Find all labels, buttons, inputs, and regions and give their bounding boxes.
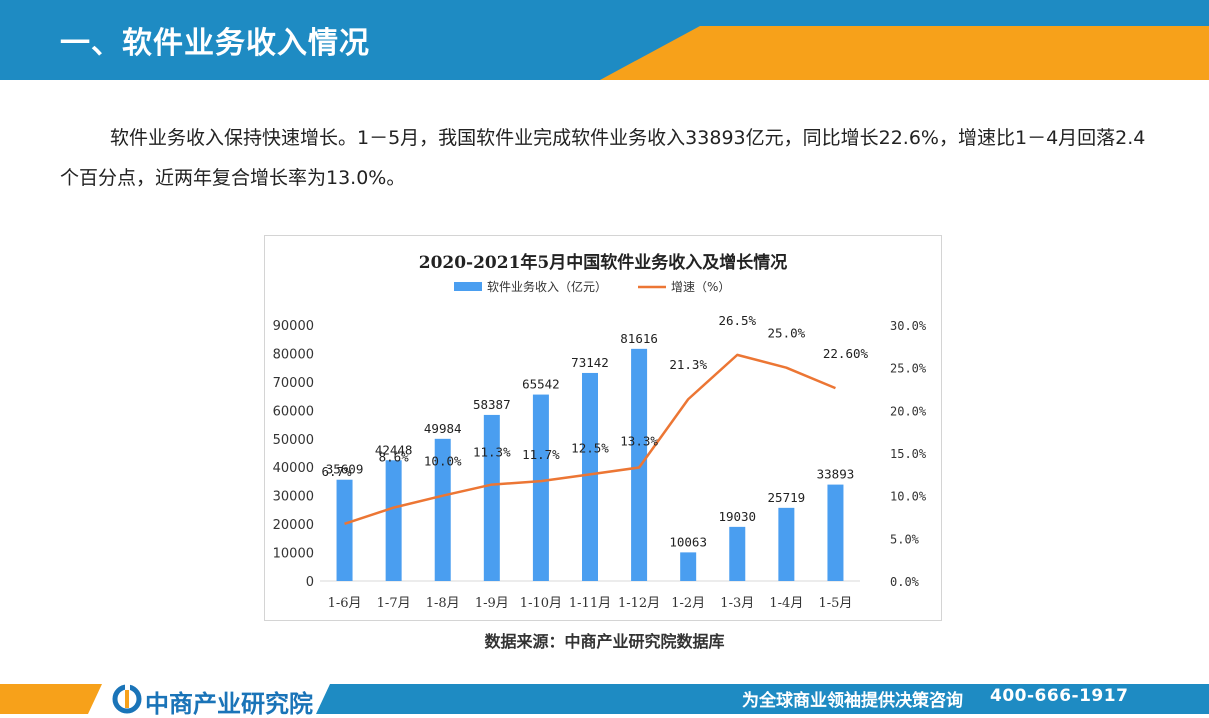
y-right-tick-label: 20.0%	[890, 404, 927, 418]
y-right-tick-label: 0.0%	[890, 575, 920, 589]
x-tick-label: 1-6月	[328, 596, 362, 611]
bar-value-label: 10063	[669, 534, 707, 549]
growth-value-label: 26.5%	[718, 313, 756, 328]
footer-slogan: 为全球商业领袖提供决策咨询	[742, 691, 963, 711]
bar-value-label: 19030	[718, 509, 756, 524]
x-tick-label: 1-8月	[426, 596, 460, 611]
legend-swatch-bar	[454, 282, 482, 291]
growth-value-label: 8.6%	[379, 450, 410, 465]
footer-band	[0, 680, 1209, 718]
bar	[778, 507, 795, 581]
x-tick-label: 1-5月	[818, 596, 852, 611]
x-tick-label: 1-12月	[618, 596, 660, 611]
growth-value-label: 13.3%	[620, 434, 658, 449]
intro-paragraph: 软件业务收入保持快速增长。1－5月，我国软件业完成软件业务收入33893亿元，同…	[60, 127, 1146, 189]
y-left-tick-label: 50000	[273, 433, 314, 448]
y-right-tick-label: 25.0%	[890, 362, 927, 376]
growth-value-label: 22.60%	[823, 346, 869, 361]
growth-value-label: 25.0%	[768, 326, 806, 341]
y-right-tick-label: 30.0%	[890, 319, 927, 333]
growth-value-label: 6.7%	[321, 464, 352, 479]
x-tick-label: 1-3月	[720, 596, 754, 611]
y-right-tick-label: 15.0%	[890, 447, 927, 461]
source-note: 数据来源：中商产业研究院数据库	[484, 632, 725, 651]
growth-value-label: 11.3%	[473, 445, 511, 460]
footer-background	[0, 684, 1209, 714]
y-right-tick-label: 10.0%	[890, 490, 927, 504]
header-background	[0, 0, 1209, 80]
y-left-tick-label: 70000	[273, 376, 314, 391]
x-tick-label: 1-7月	[377, 596, 411, 611]
bar	[336, 479, 353, 581]
bar-value-label: 49984	[424, 421, 462, 436]
y-left-tick-label: 60000	[273, 404, 314, 419]
growth-value-label: 11.7%	[522, 447, 560, 462]
brand-logo-icon	[112, 684, 142, 714]
legend-label-line: 增速（%）	[671, 280, 730, 294]
y-left-tick-label: 90000	[273, 319, 314, 334]
bar-value-label: 25719	[768, 490, 806, 505]
y-left-tick-label: 10000	[273, 547, 314, 562]
bar-value-label: 42448	[375, 442, 413, 457]
legend-label-bar: 软件业务收入（亿元）	[487, 279, 607, 294]
header-band	[0, 0, 1209, 80]
y-right-tick-label: 5.0%	[890, 532, 920, 546]
y-left-tick-label: 0	[306, 575, 314, 590]
bar-value-label: 65542	[522, 377, 560, 392]
y-left-tick-label: 20000	[273, 518, 314, 533]
bar-value-label: 73142	[571, 355, 609, 370]
x-tick-label: 1-4月	[769, 596, 803, 611]
growth-value-label: 12.5%	[571, 440, 609, 455]
bar	[631, 348, 648, 581]
bar	[532, 394, 549, 581]
y-left-tick-label: 80000	[273, 347, 314, 362]
bar-value-label: 33893	[817, 467, 855, 482]
page-title: 一、软件业务收入情况	[60, 26, 370, 61]
bar	[483, 414, 500, 581]
brand-name: 中商产业研究院	[145, 690, 313, 718]
y-left-tick-label: 40000	[273, 461, 314, 476]
y-left-tick-label: 30000	[273, 490, 314, 505]
bar	[827, 484, 844, 581]
x-tick-label: 1-11月	[569, 596, 611, 611]
x-tick-label: 1-10月	[520, 596, 562, 611]
bar-value-label: 35609	[326, 462, 364, 477]
growth-value-label: 10.0%	[424, 454, 462, 469]
growth-value-label: 21.3%	[669, 357, 707, 372]
x-tick-label: 1-2月	[671, 596, 705, 611]
x-tick-label: 1-9月	[475, 596, 509, 611]
bar	[729, 526, 746, 581]
bar-value-label: 58387	[473, 397, 511, 412]
footer-hotline: 400-666-1917	[990, 686, 1129, 706]
bar	[582, 372, 598, 581]
chart-title: 2020-2021年5月中国软件业务收入及增长情况	[419, 252, 788, 273]
bar	[680, 552, 697, 581]
bar	[434, 438, 451, 581]
bar-value-label: 81616	[620, 331, 658, 346]
bar	[385, 460, 402, 581]
